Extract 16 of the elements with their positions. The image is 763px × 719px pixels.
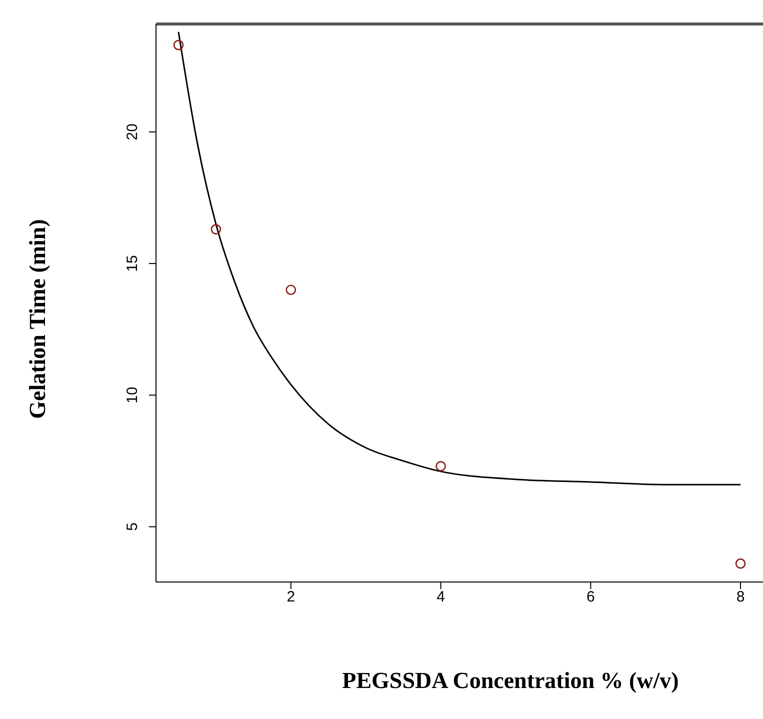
point — [436, 461, 446, 472]
x-tick-label: 2 — [286, 588, 296, 606]
y-tick-label: 10 — [124, 386, 141, 404]
x-axis-title: PEGSSDA Concentration % (w/v) — [341, 668, 680, 694]
line-series — [178, 31, 742, 486]
x-tick-label: 8 — [736, 588, 745, 606]
point — [173, 40, 184, 50]
y-tick-label: 5 — [124, 522, 141, 531]
x-tick-label: 4 — [436, 588, 445, 606]
x-tick-label: 6 — [586, 588, 595, 606]
point — [286, 284, 296, 295]
point — [735, 558, 746, 569]
y-tick-label: 20 — [124, 124, 141, 140]
point — [210, 224, 222, 234]
y-tick-label: 15 — [124, 255, 141, 272]
y-axis-title: Gelation Time (min) — [25, 218, 51, 418]
